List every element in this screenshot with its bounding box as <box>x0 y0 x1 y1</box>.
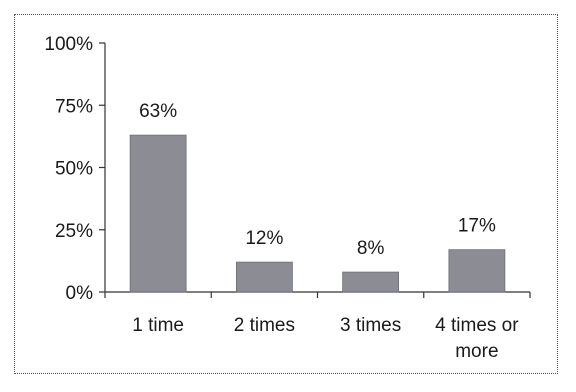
y-tick-label: 50% <box>55 159 93 180</box>
y-tick-label: 75% <box>55 96 93 117</box>
data-label: 8% <box>357 238 385 259</box>
category-label: 2 times <box>234 315 295 336</box>
bar <box>342 271 400 293</box>
category-label: 1 time <box>132 315 184 336</box>
y-tick-label: 25% <box>55 221 93 242</box>
bar <box>448 249 506 293</box>
data-labels: 63% 12% 8% 17% <box>139 101 496 259</box>
category-label: 4 times or <box>435 315 519 336</box>
y-axis: 0% 25% 50% 75% 100% <box>44 34 106 304</box>
category-label: more <box>455 341 498 362</box>
category-label: 3 times <box>340 315 401 336</box>
data-label: 12% <box>245 228 283 249</box>
category-labels: 1 time 2 times 3 times 4 times or more <box>132 315 519 362</box>
y-tick-label: 100% <box>44 34 93 55</box>
y-tick-label: 0% <box>66 283 94 304</box>
bars <box>129 134 506 293</box>
bar <box>235 261 293 293</box>
bar <box>129 134 187 293</box>
x-axis <box>104 291 531 298</box>
data-label: 17% <box>458 216 496 237</box>
data-label: 63% <box>139 101 177 122</box>
